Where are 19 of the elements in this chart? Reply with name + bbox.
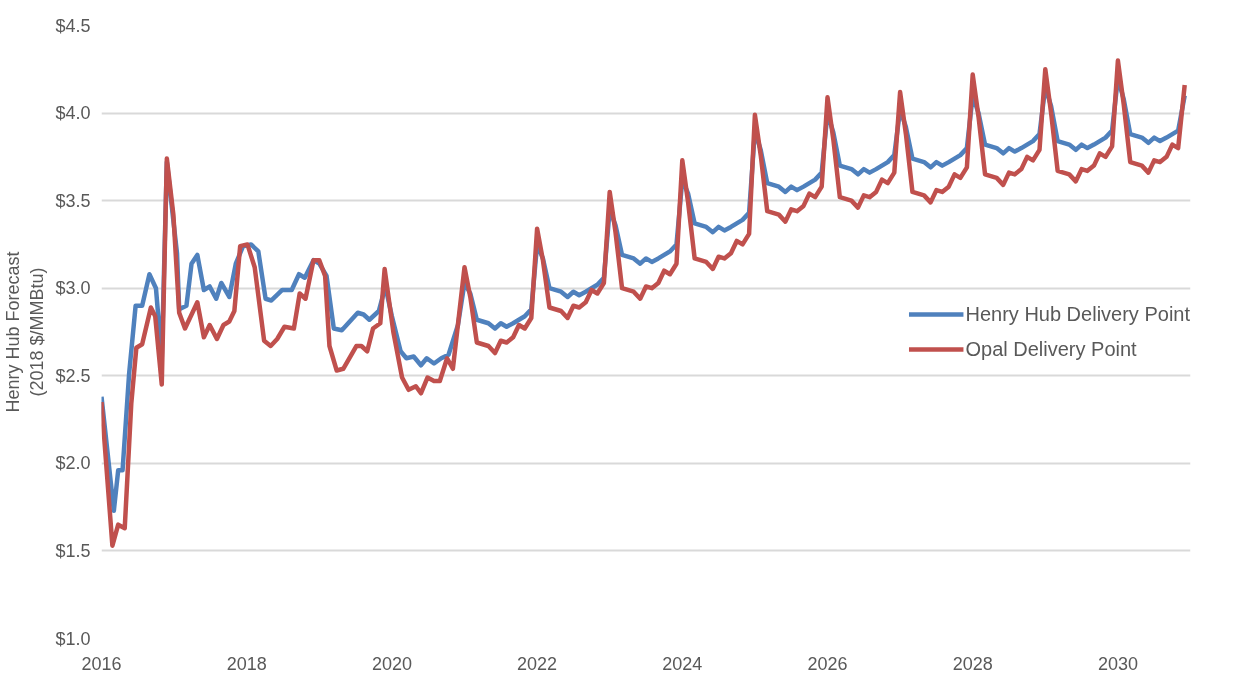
x-tick-label: 2018 xyxy=(226,653,267,674)
legend-label: Opal Delivery Point xyxy=(965,337,1137,361)
y-tick-label: $1.5 xyxy=(55,540,91,561)
x-tick-label: 2028 xyxy=(952,653,993,674)
y-axis-title: Henry Hub Forecast (2018 $/MMBtu) xyxy=(3,251,48,413)
x-tick-label: 2024 xyxy=(662,653,703,674)
x-tick-label: 2022 xyxy=(517,653,558,674)
y-tick-label: $4.0 xyxy=(55,103,91,124)
y-tick-label: $1.0 xyxy=(55,628,91,649)
x-tick-label: 2026 xyxy=(807,653,848,674)
y-tick-label: $2.5 xyxy=(55,365,91,386)
y-tick-label: $2.0 xyxy=(55,453,91,474)
legend-label: Henry Hub Delivery Point xyxy=(965,302,1190,326)
y-tick-label: $3.5 xyxy=(55,190,91,211)
x-tick-label: 2020 xyxy=(371,653,412,674)
x-tick-label: 2030 xyxy=(1097,653,1138,674)
y-tick-label: $3.0 xyxy=(55,278,91,299)
y-tick-label: $4.5 xyxy=(55,15,91,36)
x-tick-label: 2016 xyxy=(81,653,122,674)
